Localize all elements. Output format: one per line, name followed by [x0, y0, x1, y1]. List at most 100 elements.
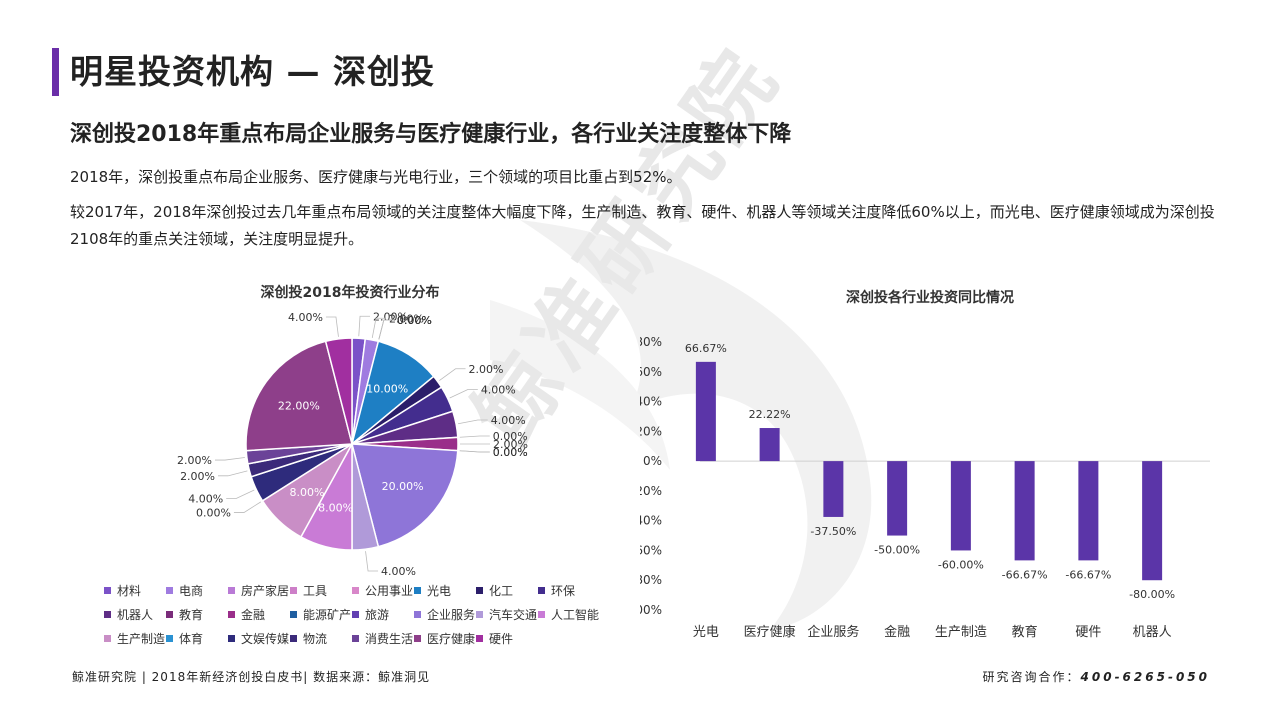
- pie-leader-20: [218, 470, 248, 477]
- legend-swatch-22: [414, 635, 421, 642]
- pie-label-17: 8.00%: [290, 486, 325, 499]
- bar-marks: 66.67% 光电 22.22% 医疗健康 -37.50% 企业服务 -50.00% 金融 -6…: [685, 342, 1175, 640]
- legend-item-18: 体育: [166, 631, 228, 655]
- pie-slice-14: [351, 443, 459, 548]
- legend-label-12: 能源矿产: [303, 608, 352, 622]
- pie-label-19: 4.00%: [188, 492, 223, 505]
- legend-swatch-9: [104, 611, 111, 618]
- legend-label-21: 消费生活: [365, 632, 414, 646]
- legend-swatch-11: [228, 611, 235, 618]
- pie-label-4: 0.00%: [397, 314, 432, 327]
- legend-label-15: 汽车交通: [489, 608, 538, 622]
- pie-label-18: 0.00%: [196, 507, 231, 520]
- y-tick-7: -40%: [640, 514, 662, 528]
- legend-swatch-23: [476, 635, 483, 642]
- legend-item-5: 公用事业: [352, 583, 414, 607]
- legend-swatch-21: [352, 635, 359, 642]
- legend-swatch-5: [352, 587, 359, 594]
- legend-swatch-14: [414, 611, 421, 618]
- footer-phone: 400-6265-050: [1080, 670, 1210, 684]
- x-tick-6: 教育: [1012, 624, 1038, 640]
- legend-label-19: 文娱传媒: [241, 632, 290, 646]
- bar-label-7: -66.67%: [1065, 568, 1111, 581]
- pie-slice-22: [245, 340, 353, 452]
- legend-swatch-4: [290, 587, 297, 594]
- legend-label-23: 硬件: [489, 632, 514, 646]
- y-tick-3: 40%: [640, 395, 662, 409]
- legend-label-18: 体育: [179, 632, 204, 646]
- pie-legend: 材料 电商 房产家居 工具 公用事业 光电 化工 环保机器人 教育 金融 能源矿产 旅游 企业服务 汽车交…: [104, 583, 624, 655]
- x-tick-2: 医疗健康: [744, 624, 796, 640]
- bar-label-5: -60.00%: [938, 558, 984, 571]
- legend-item-19: 文娱传媒: [228, 631, 290, 655]
- pie-leader-15: [365, 551, 379, 572]
- legend-label-7: 化工: [489, 584, 514, 598]
- footer-contact: 研究咨询合作：400-6265-050: [983, 668, 1210, 685]
- pie-chart-title: 深创投2018年投资行业分布: [261, 284, 440, 301]
- x-tick-1: 光电: [693, 625, 719, 640]
- legend-item-11: 金融: [228, 607, 290, 631]
- y-tick-1: 80%: [640, 335, 662, 349]
- legend-item-12: 能源矿产: [290, 607, 352, 631]
- bar-2: [759, 428, 780, 462]
- legend-item-8: 环保: [538, 583, 600, 607]
- legend-label-3: 房产家居: [241, 584, 290, 598]
- pie-label-11: 2.00%: [493, 438, 528, 451]
- legend-swatch-17: [104, 635, 111, 642]
- bar-7: [1078, 461, 1099, 561]
- bar-5: [950, 461, 971, 551]
- pie-leader-5: [378, 319, 394, 340]
- pie-label-7: 2.00%: [469, 363, 504, 376]
- paragraph-2: 较2017年，2018年深创投过去几年重点布局领域的关注度整体大幅度下降，生产制…: [70, 203, 1215, 248]
- footer-contact-label: 研究咨询合作：: [982, 670, 1081, 684]
- legend-item-22: 医疗健康: [414, 631, 476, 655]
- pie-label-12: 0.00%: [493, 446, 528, 459]
- bar-label-8: -80.00%: [1129, 588, 1175, 601]
- legend-swatch-8: [538, 587, 545, 594]
- legend-swatch-18: [166, 635, 173, 642]
- legend-label-17: 生产制造: [117, 632, 166, 646]
- paragraph-1: 2018年，深创投重点布局企业服务、医疗健康与光电行业，三个领域的项目比重占到5…: [70, 168, 682, 186]
- y-tick-2: 60%: [640, 365, 662, 379]
- title-accent-bar: [52, 48, 59, 96]
- pie-label-9: 4.00%: [491, 414, 526, 427]
- pie-label-5: 0.00%: [397, 314, 432, 327]
- legend-swatch-2: [166, 587, 173, 594]
- pie-leader-19: [226, 489, 255, 499]
- y-tick-6: -20%: [640, 484, 662, 498]
- pie-slice-23: [324, 337, 353, 445]
- legend-swatch-7: [476, 587, 483, 594]
- pie-label-14: 20.00%: [382, 480, 424, 493]
- pie-label-20: 2.00%: [180, 470, 215, 483]
- bar-y-axis: 80% 60% 40% 20% 0% -20% -40% -60% -80% -100%: [640, 335, 1210, 617]
- legend-swatch-15: [476, 611, 483, 618]
- page-subtitle: 深创投2018年重点布局企业服务与医疗健康行业，各行业关注度整体下降: [70, 122, 792, 147]
- bar-chart: 深创投各行业投资同比情况 80% 60% 40% 20% 0% -20% -40% -60% -…: [640, 289, 1210, 640]
- legend-label-1: 材料: [117, 584, 142, 598]
- bar-label-1: 66.67%: [685, 342, 727, 355]
- legend-label-13: 旅游: [365, 608, 390, 622]
- bar-6: [1014, 461, 1035, 561]
- pie-label-21: 2.00%: [177, 454, 212, 467]
- pie-leader-21: [215, 457, 245, 461]
- legend-item-20: 物流: [290, 631, 352, 655]
- legend-swatch-16: [538, 611, 545, 618]
- x-tick-8: 机器人: [1133, 625, 1172, 640]
- legend-swatch-3: [228, 587, 235, 594]
- pie-leader-1: [358, 315, 371, 337]
- legend-label-11: 金融: [241, 608, 266, 622]
- legend-label-14: 企业服务: [427, 608, 476, 622]
- pie-leader-23: [325, 316, 339, 337]
- pie-leader-13: [459, 450, 490, 453]
- bar-4: [887, 461, 908, 536]
- legend-label-10: 教育: [179, 608, 204, 622]
- legend-label-20: 物流: [303, 632, 328, 646]
- legend-item-16: 人工智能: [538, 607, 600, 631]
- legend-label-4: 工具: [303, 584, 328, 598]
- legend-item-17: 生产制造: [104, 631, 166, 655]
- y-tick-5: 0%: [643, 454, 662, 468]
- y-tick-9: -80%: [640, 573, 662, 587]
- legend-item-1: 材料: [104, 583, 166, 607]
- bar-label-4: -50.00%: [874, 544, 920, 557]
- pie-label-13: 0.00%: [493, 446, 528, 459]
